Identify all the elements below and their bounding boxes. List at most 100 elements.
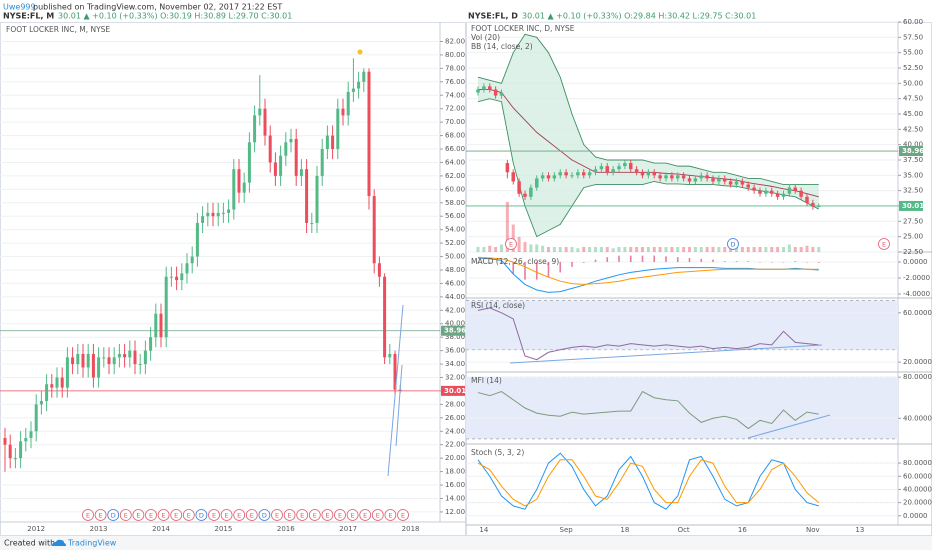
candle-body — [34, 404, 38, 432]
candle-body — [587, 172, 592, 176]
y-tick-label: 45.00 — [903, 110, 923, 118]
histogram-bar — [535, 262, 538, 280]
event-label: E — [275, 512, 279, 520]
y-tick-label: 0.0000 — [903, 258, 928, 266]
event-marker — [157, 509, 170, 521]
histogram-bar — [559, 262, 562, 273]
candle-body — [117, 353, 121, 358]
candle-body — [540, 175, 545, 179]
y-tick-label: 34.00 — [445, 360, 465, 368]
candle-body — [81, 353, 85, 368]
series-line — [477, 307, 819, 361]
event-label: E — [300, 512, 304, 520]
event-label: D — [730, 241, 735, 249]
histogram-bar — [759, 262, 761, 263]
quote: 30.01 ▲ +0.10 (+0.33%) O:29.84 H:30.42 L… — [522, 12, 756, 21]
price-tag — [899, 146, 923, 157]
x-tick-label: Oct — [678, 526, 690, 534]
candle-body — [723, 178, 727, 182]
histogram-bar — [770, 262, 773, 263]
candle-body — [393, 353, 397, 390]
volume-bar — [746, 247, 750, 252]
event-marker — [233, 509, 246, 521]
x-tick-label: 13 — [855, 526, 864, 534]
candle-body — [133, 350, 137, 365]
event-marker — [82, 509, 94, 521]
candle-body — [611, 169, 615, 173]
candle-body — [227, 209, 231, 213]
histogram-bar — [806, 262, 808, 263]
quote: 30.01 ▲ +0.10 (+0.33%) O:30.19 H:30.89 L… — [58, 12, 292, 21]
candle-body — [299, 169, 303, 176]
series-line — [477, 390, 819, 430]
candle-body — [128, 350, 132, 358]
candle-body — [811, 202, 815, 207]
candle-body — [728, 181, 733, 185]
candle-body — [310, 222, 314, 224]
event-marker — [170, 509, 183, 521]
volume-bar — [805, 245, 809, 252]
candle-body — [652, 172, 656, 176]
candle-body — [746, 184, 750, 188]
histogram-bar — [594, 259, 597, 262]
y-tick-label: 44.00 — [445, 293, 465, 301]
candle-body — [247, 142, 251, 183]
volume-bar — [617, 247, 621, 252]
series-line — [477, 459, 820, 507]
histogram-bar — [782, 262, 785, 263]
candle-body — [351, 88, 355, 92]
y-tick-label: 78.00 — [445, 64, 465, 72]
candle-body — [29, 431, 33, 438]
x-tick-label: 2014 — [152, 525, 170, 533]
volume-bar — [582, 247, 586, 252]
candle-body — [505, 163, 510, 173]
y-tick-label: 36.00 — [445, 347, 465, 355]
event-marker — [346, 509, 359, 521]
volume-bar — [611, 248, 615, 252]
candle-body — [758, 190, 762, 194]
y-tick-label: 56.00 — [445, 212, 465, 220]
candle-body — [268, 135, 272, 163]
candle-body — [138, 364, 142, 366]
candle-body — [206, 212, 210, 217]
event-marker — [182, 509, 195, 521]
x-tick-label: 2015 — [214, 525, 232, 533]
candle-body — [55, 377, 59, 388]
y-tick-label: 20.0000 — [903, 499, 932, 507]
y-tick-label: 32.50 — [903, 187, 923, 195]
volume-bar — [588, 247, 592, 252]
volume-bar — [735, 247, 738, 252]
candle-body — [523, 193, 527, 197]
price-tag — [899, 200, 923, 211]
candle-body — [190, 256, 194, 264]
candle-body — [634, 169, 639, 173]
price-tag — [441, 325, 465, 336]
event-label: E — [174, 512, 178, 520]
histogram-bar — [500, 262, 503, 264]
candle-body — [552, 175, 557, 179]
volume-bar — [599, 247, 603, 252]
price-tag-label: 30.01 — [902, 202, 924, 210]
candle-body — [476, 89, 480, 93]
event-label: E — [99, 512, 103, 520]
candle-body — [817, 205, 821, 207]
candle-body — [315, 175, 319, 223]
y-tick-label: 80.0000 — [903, 373, 932, 381]
x-tick-label: 2018 — [402, 525, 420, 533]
histogram-bar — [747, 261, 750, 262]
candle-body — [681, 175, 686, 179]
volume-bar — [799, 247, 803, 252]
candle-body — [19, 441, 23, 459]
candle-body — [605, 166, 609, 173]
event-marker — [119, 509, 132, 521]
trend-line — [747, 414, 831, 439]
y-tick-label: 76.00 — [445, 78, 465, 86]
price-tag — [441, 385, 465, 396]
bb-upper — [477, 33, 819, 185]
y-tick-label: 37.50 — [903, 156, 923, 164]
x-tick-label: 16 — [738, 526, 747, 534]
volume-bar — [705, 247, 709, 252]
volume-bar — [658, 247, 662, 252]
candle-body — [289, 138, 293, 143]
